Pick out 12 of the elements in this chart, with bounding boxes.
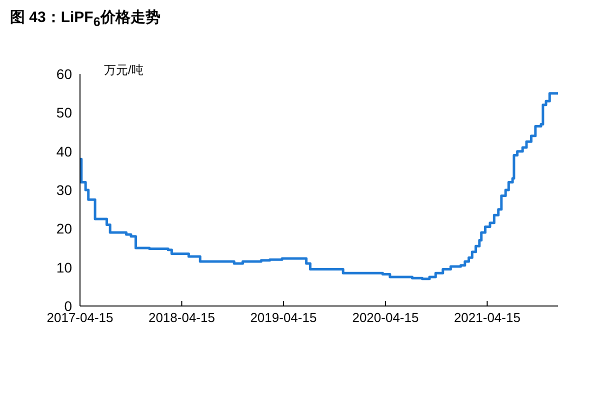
- x-tick-label: 2020-04-15: [352, 310, 419, 326]
- x-tick-label: 2021-04-15: [454, 310, 520, 326]
- chart-title: 图 43：LiPF$_{6}$价格走势: [10, 8, 160, 29]
- y-tick-label: 10: [56, 259, 72, 276]
- y-tick-label: 20: [56, 220, 72, 237]
- x-tick-label: 2018-04-15: [148, 310, 215, 326]
- y-tick-label: 40: [56, 143, 72, 160]
- y-axis-title: 万元/吨: [104, 62, 144, 79]
- x-tick-label: 2019-04-15: [250, 310, 317, 326]
- y-tick-label: 60: [56, 66, 72, 82]
- y-tick-label: 30: [56, 182, 72, 198]
- y-tick-label: 50: [56, 104, 72, 121]
